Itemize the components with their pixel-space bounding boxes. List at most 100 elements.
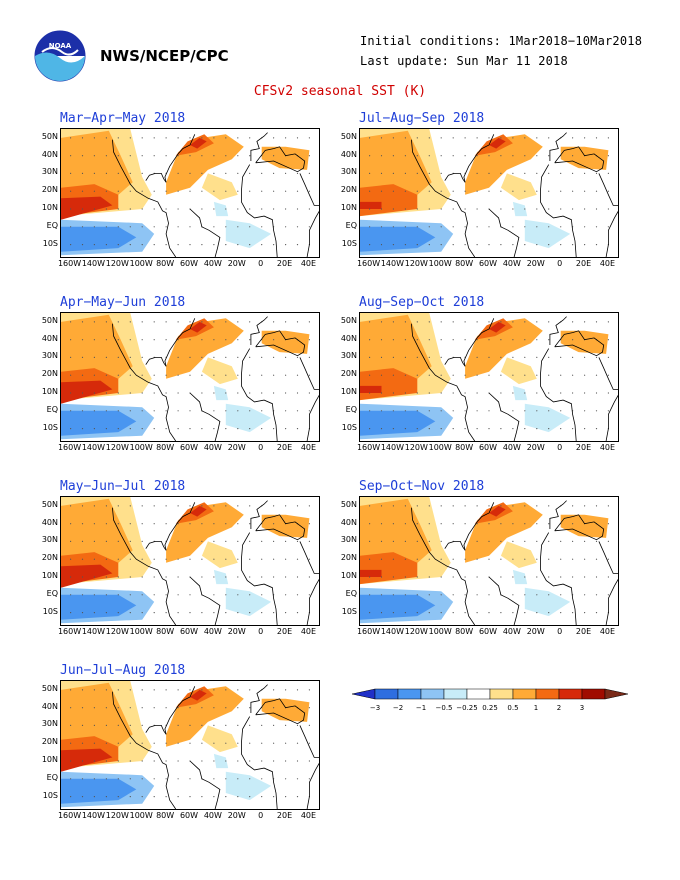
lat-tick-label: 30N [340,535,357,545]
lon-tick-label: 140W [81,443,106,452]
lon-tick-label: 0 [258,443,264,452]
lat-tick-label: 30N [41,535,58,545]
lon-tick-label: 140W [380,259,405,268]
lat-tick-label: 20N [340,369,357,379]
colorbar-swatch [604,688,629,700]
panel-title: Aug−Sep−Oct 2018 [359,295,485,310]
lon-tick-label: 60W [478,259,498,268]
colorbar-tick-label: 0.5 [507,704,518,712]
lon-tick-label: 80W [156,627,175,636]
lon-tick-label: 140W [380,627,405,636]
lat-tick-label: 50N [41,131,58,141]
lat-tick-label: 10N [41,755,58,764]
lon-tick-label: 20E [276,811,293,820]
lon-tick-label: 0 [258,627,264,636]
lon-tick-label: 20E [276,259,293,268]
panel-title: May−Jun−Jul 2018 [60,479,186,494]
lon-tick-label: 20E [575,443,592,452]
lon-tick-label: 40E [300,811,317,820]
figure-title: CFSv2 seasonal SST (K) [253,84,427,99]
lat-tick-label: 50N [41,683,58,693]
lat-tick-label: 40N [340,149,357,159]
colorbar-swatch [558,688,583,700]
colorbar-tick-label: 3 [580,704,584,712]
lat-tick-label: 20N [41,553,58,563]
panel-title: Apr−May−Jun 2018 [60,295,186,310]
lon-tick-label: 120W [105,627,129,636]
colorbar-swatch [489,688,514,700]
lat-tick-label: 10N [41,203,58,212]
lon-tick-label: 80W [455,259,474,268]
colorbar-swatch [466,688,491,700]
lon-tick-label: 120W [105,811,129,820]
panel-title: Mar−Apr−May 2018 [60,111,186,126]
lat-tick-label: 20N [41,737,58,747]
lon-tick-label: 120W [404,627,428,636]
colorbar-tick-label: 1 [534,704,538,712]
lon-tick-label: 100W [129,811,153,820]
panel-title: Jun−Jul−Aug 2018 [60,663,186,678]
lon-tick-label: 60W [478,443,498,452]
lon-tick-label: 40W [502,443,521,452]
lat-tick-label: 20N [41,185,58,195]
panel-title: Sep−Oct−Nov 2018 [359,479,485,494]
lat-tick-label: 40N [340,333,357,343]
colorbar-swatch [351,688,376,700]
lon-tick-label: 0 [557,259,563,268]
lat-tick-label: EQ [345,404,357,414]
lon-tick-label: 0 [557,443,563,452]
lon-tick-label: 60W [179,259,199,268]
colorbar: −3 −2 −1 −0.5 −0.25 0.25 0.5 1 2 3 [351,688,629,718]
lat-tick-label: 10N [340,571,357,580]
lon-tick-label: 20W [227,627,246,636]
colorbar-tick-label: −3 [370,704,380,712]
lon-tick-label: 100W [129,627,153,636]
lon-tick-label: 40E [599,627,616,636]
lat-tick-label: 20N [41,369,58,379]
lon-tick-label: 40E [300,259,317,268]
sst-map [60,496,320,626]
sst-map [60,128,320,258]
colorbar-swatch [374,688,399,700]
lon-tick-label: 160W [57,259,82,268]
initial-conditions: Initial conditions: 1Mar2018−10Mar2018 [360,34,643,48]
lon-tick-label: 40W [203,627,222,636]
lon-tick-label: 60W [478,627,498,636]
lat-tick-label: 10S [341,422,357,432]
lat-tick-label: EQ [46,772,58,782]
lon-tick-label: 20E [575,259,592,268]
svg-text:NOAA: NOAA [49,42,72,50]
lon-tick-label: 40E [599,259,616,268]
lon-tick-label: 60W [179,627,199,636]
lat-tick-label: 10S [42,422,58,432]
lon-tick-label: 120W [404,443,428,452]
lat-tick-label: EQ [345,588,357,598]
colorbar-tick-label: −0.25 [456,704,477,712]
lon-tick-label: 20W [526,443,545,452]
last-update: Last update: Sun Mar 11 2018 [360,54,568,68]
lon-tick-label: 100W [428,627,452,636]
lat-tick-label: 40N [41,149,58,159]
lat-tick-label: 30N [41,351,58,361]
colorbar-swatch [443,688,468,700]
lat-tick-label: EQ [46,220,58,230]
lon-tick-label: 100W [428,259,452,268]
colorbar-swatch [581,688,606,700]
lon-tick-label: 40W [203,443,222,452]
lon-tick-label: 40W [502,259,521,268]
colorbar-tick-label: −0.5 [436,704,453,712]
lat-tick-label: 50N [340,315,357,325]
lon-tick-label: 60W [179,811,199,820]
lon-tick-label: 100W [129,259,153,268]
lat-tick-label: 50N [41,315,58,325]
agency-label: NWS/NCEP/CPC [100,47,229,65]
lat-tick-label: 10S [42,238,58,248]
lon-tick-label: 140W [81,259,106,268]
lat-tick-label: 10N [41,387,58,396]
lon-tick-label: 40E [599,443,616,452]
colorbar-swatch [535,688,560,700]
lon-tick-label: 120W [105,259,129,268]
colorbar-tick-label: −1 [416,704,426,712]
lon-tick-label: 60W [179,443,199,452]
lat-tick-label: 10N [340,203,357,212]
